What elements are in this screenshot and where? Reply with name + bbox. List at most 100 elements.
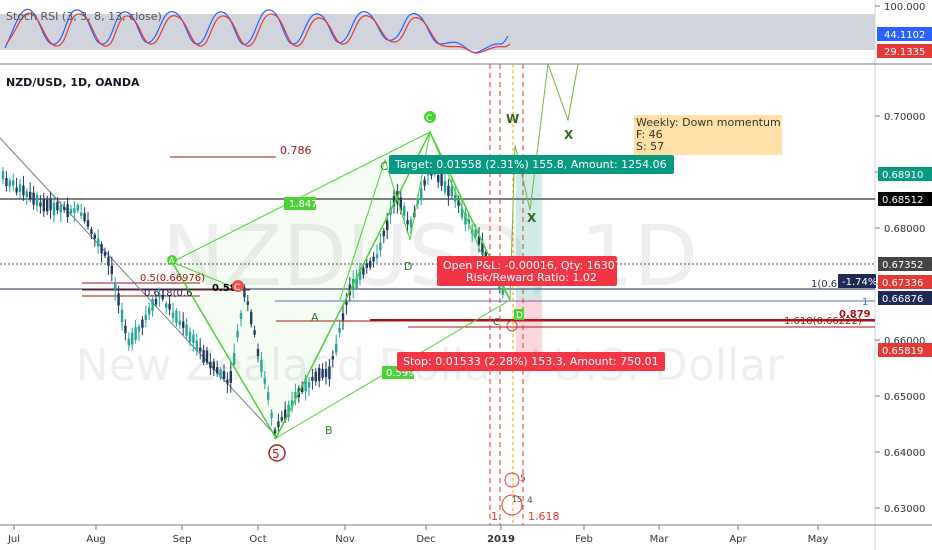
price-badge-bg <box>838 274 876 288</box>
candle-body <box>35 195 39 206</box>
candle-body <box>464 212 467 225</box>
candle-body <box>100 244 103 254</box>
candle-body <box>437 175 440 183</box>
wave-marker-red[interactable] <box>232 280 244 292</box>
point-inner-d-label: D <box>404 260 412 273</box>
stoch-k-badge: 44.1102 <box>884 30 925 41</box>
wave-x1-label: X <box>564 128 574 142</box>
candle-body <box>15 187 18 193</box>
candle-body <box>56 201 59 211</box>
candle-body <box>447 185 450 197</box>
candle-body <box>338 327 341 333</box>
price-badge-bg <box>878 275 932 289</box>
candle-body <box>8 180 11 187</box>
candle-body <box>18 184 22 192</box>
candle-body <box>263 378 266 384</box>
candle-body <box>324 369 328 378</box>
candle-body <box>250 311 253 325</box>
candle-body <box>256 349 260 357</box>
fib-1618-right-label: 1.618(0.66222) <box>784 316 862 327</box>
candle-body <box>168 303 171 310</box>
price-tick-label: 0.63000 <box>884 504 925 515</box>
candle-body <box>481 242 484 255</box>
fib-one-right-label: 1(0.6 <box>811 279 837 290</box>
candle-body <box>137 326 141 332</box>
time-tick-label: Sep <box>173 534 192 545</box>
price-axis[interactable]: 0.700000.690000.680000.670000.660000.650… <box>838 65 932 525</box>
candle-body <box>457 199 460 206</box>
small-red-circle[interactable] <box>506 320 518 332</box>
candle-body <box>178 320 181 325</box>
candle-body <box>83 213 86 222</box>
small-4-label: 4 <box>527 496 533 506</box>
candle-body <box>185 324 188 336</box>
small-wave-circle-5[interactable] <box>504 472 520 488</box>
candle-body <box>375 254 379 258</box>
harmonic-pattern[interactable] <box>171 130 511 440</box>
point-c-marker[interactable] <box>424 111 436 123</box>
wave-marker-red-label: C <box>234 283 240 293</box>
candle-body <box>267 392 270 400</box>
candle-body <box>131 332 134 345</box>
price-badge-label: 0.67352 <box>882 260 923 271</box>
candle-body <box>32 192 35 205</box>
candle-body <box>474 229 477 237</box>
chart-header: NZD/USD, 1D, OANDA <box>6 76 140 89</box>
point-x-marker[interactable] <box>167 255 177 265</box>
stoch-axis: 100.000 44.1102 29.1335 <box>875 2 932 58</box>
price-badge-label: -1.74% <box>842 277 877 288</box>
candle-body <box>182 321 185 329</box>
candle-body <box>318 367 321 381</box>
price-pane[interactable]: NZDUSD, 1D New Zealand Dollar / U.S. Dol… <box>0 63 875 525</box>
candle-body <box>416 198 419 204</box>
candle-body <box>287 404 290 418</box>
weekly-line-2: F: 46 <box>636 128 663 141</box>
fib-1618-bottom-b: 1.618 <box>528 510 560 523</box>
candle-body <box>311 376 314 381</box>
candle-body <box>212 361 215 371</box>
small-d-badge <box>514 309 524 320</box>
wave-w-label: W <box>506 112 519 126</box>
candle-body <box>120 309 124 323</box>
candle-body <box>406 220 409 225</box>
candle-body <box>379 242 382 251</box>
point-c-label: C <box>426 114 432 124</box>
candle-body <box>443 181 447 193</box>
stop-label-box[interactable]: Stop: 0.01533 (2.28%) 153.3, Amount: 750… <box>397 352 665 371</box>
candle-body <box>42 198 45 212</box>
candle-body <box>29 191 32 199</box>
stop-label: Stop: 0.01533 (2.28%) 153.3, Amount: 750… <box>403 355 659 368</box>
candle-body <box>49 199 52 211</box>
candle-body <box>335 343 338 353</box>
candle-body <box>151 298 154 311</box>
weekly-momentum-box[interactable]: Weekly: Down momentum F: 46 S: 57 <box>634 115 782 155</box>
point-x-label: A <box>169 256 175 265</box>
target-label-box[interactable]: Target: 0.01558 (2.31%) 155.8, Amount: 1… <box>389 155 674 174</box>
price-tick-label: 0.68000 <box>884 224 925 235</box>
pnl-label-box[interactable]: Open P&L: -0.00016, Qty: 16307 Risk/Rewa… <box>437 256 622 286</box>
candle-body <box>154 298 158 305</box>
trend-line[interactable] <box>0 137 279 439</box>
small-wave-circle-15[interactable] <box>501 494 523 516</box>
candle-body <box>107 256 110 266</box>
price-badge-label: 0.66876 <box>882 294 923 305</box>
time-tick-label: Apr <box>729 534 747 545</box>
wave-five-circle[interactable] <box>268 444 286 462</box>
price-badge-bg <box>878 167 932 181</box>
candle-body <box>73 208 76 213</box>
price-badge-label: 0.68910 <box>882 170 923 181</box>
candle-body <box>124 325 127 334</box>
candle-body <box>277 421 280 428</box>
candle-body <box>12 180 15 186</box>
time-axis[interactable]: Jul Aug Sep Oct Nov Dec 2019 Feb Mar Apr May <box>0 524 932 545</box>
pnl-line-1: Open P&L: -0.00016, Qty: 16307 <box>443 259 622 272</box>
candle-body <box>372 256 375 262</box>
candle-body <box>39 202 42 207</box>
ratio-1847-label: 1.847 <box>289 199 318 210</box>
candle-body <box>202 350 205 363</box>
candle-body <box>148 307 151 315</box>
candle-body <box>294 391 297 399</box>
candle-body <box>66 204 69 218</box>
